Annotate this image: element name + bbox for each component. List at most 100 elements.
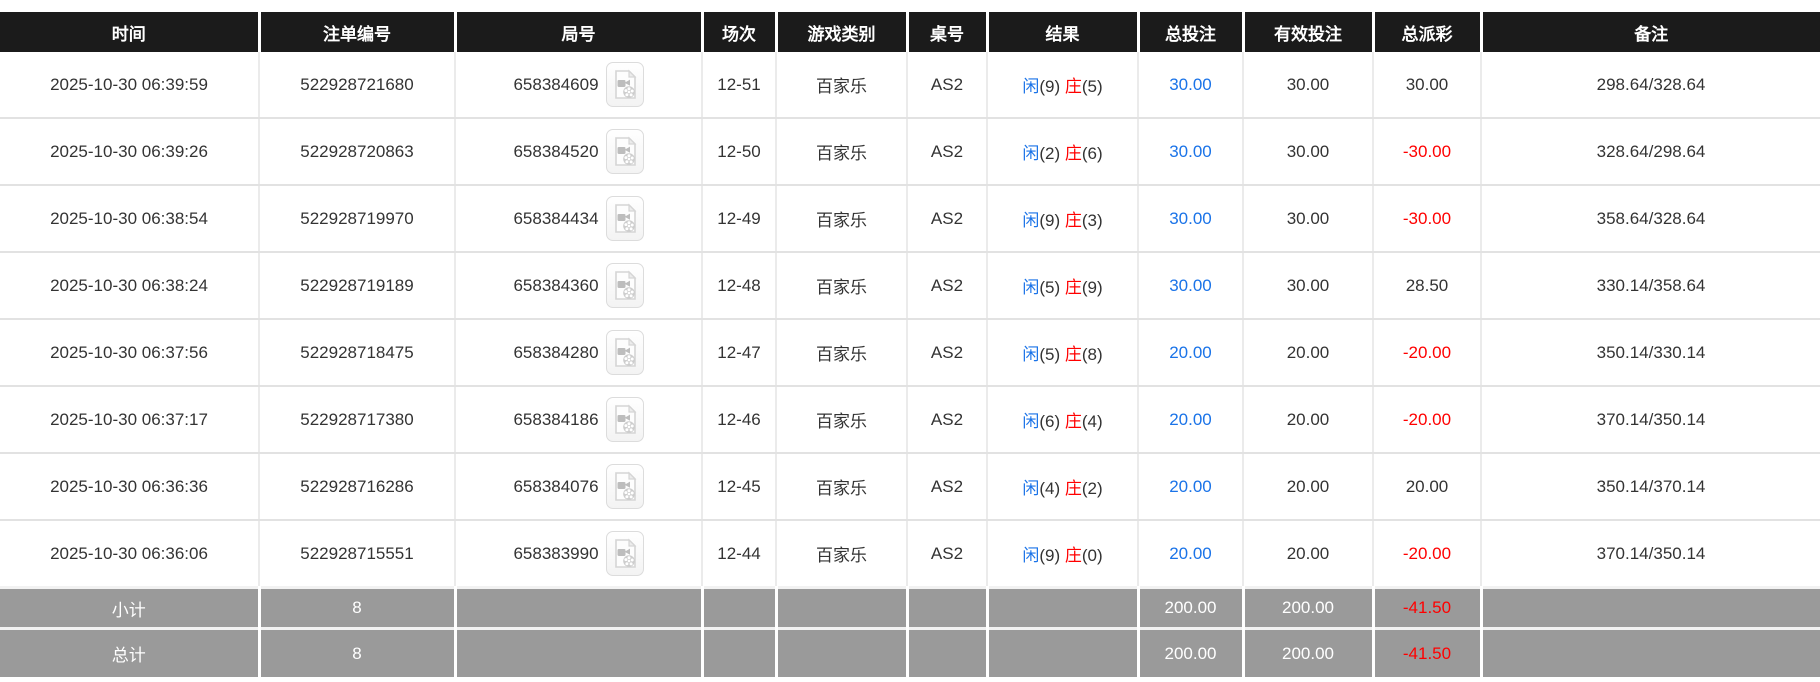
total-bet-link[interactable]: 20.00 — [1169, 543, 1212, 563]
total-row-total-bet: 200.00 — [1138, 627, 1245, 677]
cell-remark: 350.14/330.14 — [1481, 319, 1820, 387]
banker-label: 庄 — [1064, 77, 1082, 96]
col-header-remark: 备注 — [1481, 12, 1820, 52]
table-row: 2025-10-30 06:39:59 522928721680 658384609… — [0, 52, 1820, 119]
subtotal-row-count: 8 — [259, 586, 457, 629]
cell-session: 12-46 — [702, 386, 777, 454]
table-row: 2025-10-30 06:36:06 522928715551 658383990… — [0, 520, 1820, 589]
cell-bet-id: 522928715551 — [259, 520, 456, 589]
player-score: (9) — [1039, 77, 1065, 96]
col-header-valid-bet: 有效投注 — [1243, 12, 1375, 52]
round-id-group: 658383990 — [513, 531, 644, 576]
cell-table-no: AS2 — [907, 453, 988, 521]
cell-table-no: AS2 — [907, 319, 988, 387]
video-replay-button[interactable] — [605, 263, 644, 308]
total-row: 总计 8 200.00 200.00 -41.50 — [0, 627, 1820, 677]
cell-table-no: AS2 — [907, 118, 988, 186]
player-score: (5) — [1039, 278, 1065, 297]
video-replay-button[interactable] — [605, 464, 644, 509]
cell-round-id: 658384434 — [455, 185, 703, 253]
cell-round-id: 658384186 — [455, 386, 703, 454]
cell-total-bet: 30.00 — [1138, 52, 1244, 119]
subtotal-row-empty-cell — [455, 586, 704, 629]
round-id-group: 658384186 — [513, 397, 644, 442]
cell-result: 闲(9) 庄(5) — [987, 52, 1139, 119]
cell-total-bet: 30.00 — [1138, 185, 1244, 253]
cell-game-type: 百家乐 — [776, 319, 908, 387]
total-bet-link[interactable]: 20.00 — [1169, 476, 1212, 496]
video-replay-button[interactable] — [605, 129, 644, 174]
col-header-time: 时间 — [0, 12, 261, 52]
cell-remark: 370.14/350.14 — [1481, 520, 1820, 589]
cell-time: 2025-10-30 06:39:26 — [0, 118, 260, 186]
cell-session: 12-48 — [702, 252, 777, 320]
cell-valid-bet: 20.00 — [1243, 319, 1374, 387]
table-header-row: 时间 注单编号 局号 场次 游戏类别 桌号 结果 总投注 有效投注 总派彩 备注 — [0, 12, 1820, 52]
total-row-empty-cell — [455, 627, 704, 677]
total-bet-link[interactable]: 30.00 — [1169, 141, 1212, 161]
cell-time: 2025-10-30 06:36:06 — [0, 520, 260, 589]
player-label: 闲 — [1022, 345, 1040, 364]
cell-total-bet: 20.00 — [1138, 520, 1244, 589]
table-row: 2025-10-30 06:37:56 522928718475 658384280… — [0, 319, 1820, 387]
cell-session: 12-51 — [702, 52, 777, 119]
video-replay-button[interactable] — [605, 62, 644, 107]
cell-remark: 328.64/298.64 — [1481, 118, 1820, 186]
video-replay-button[interactable] — [605, 330, 644, 375]
banker-label: 庄 — [1064, 479, 1082, 498]
banker-score: (5) — [1081, 77, 1103, 96]
banker-label: 庄 — [1064, 546, 1082, 565]
cell-payout: 20.00 — [1373, 453, 1482, 521]
video-replay-button[interactable] — [605, 397, 644, 442]
player-score: (2) — [1039, 144, 1065, 163]
total-bet-link[interactable]: 20.00 — [1169, 342, 1212, 362]
total-row-valid-bet: 200.00 — [1243, 627, 1375, 677]
total-bet-link[interactable]: 20.00 — [1169, 409, 1212, 429]
cell-session: 12-44 — [702, 520, 777, 589]
total-bet-link[interactable]: 30.00 — [1169, 74, 1212, 94]
cell-bet-id: 522928719189 — [259, 252, 456, 320]
cell-remark: 350.14/370.14 — [1481, 453, 1820, 521]
cell-round-id: 658384360 — [455, 252, 703, 320]
total-bet-link[interactable]: 30.00 — [1169, 275, 1212, 295]
round-number-text: 658384076 — [513, 476, 599, 496]
cell-session: 12-47 — [702, 319, 777, 387]
col-header-table-no: 桌号 — [907, 12, 989, 52]
cell-payout: -30.00 — [1373, 185, 1482, 253]
cell-session: 12-50 — [702, 118, 777, 186]
cell-game-type: 百家乐 — [776, 386, 908, 454]
player-score: (9) — [1039, 546, 1065, 565]
banker-score: (6) — [1081, 144, 1103, 163]
cell-valid-bet: 30.00 — [1243, 185, 1374, 253]
total-row-empty-cell — [776, 627, 909, 677]
cell-bet-id: 522928719970 — [259, 185, 456, 253]
banker-score: (4) — [1081, 412, 1103, 431]
cell-payout: -20.00 — [1373, 386, 1482, 454]
cell-result: 闲(5) 庄(9) — [987, 252, 1139, 320]
banker-score: (3) — [1081, 211, 1103, 230]
video-replay-button[interactable] — [605, 196, 644, 241]
cell-round-id: 658384076 — [455, 453, 703, 521]
banker-score: (8) — [1081, 345, 1103, 364]
video-file-icon — [614, 538, 636, 568]
total-bet-link[interactable]: 30.00 — [1169, 208, 1212, 228]
video-replay-button[interactable] — [605, 531, 644, 576]
cell-round-id: 658384520 — [455, 118, 703, 186]
video-file-icon — [614, 471, 636, 501]
cell-time: 2025-10-30 06:39:59 — [0, 52, 260, 119]
total-row-remark-cell — [1481, 627, 1820, 677]
banker-label: 庄 — [1064, 144, 1082, 163]
cell-total-bet: 20.00 — [1138, 319, 1244, 387]
cell-round-id: 658384609 — [455, 52, 703, 119]
cell-table-no: AS2 — [907, 185, 988, 253]
round-number-text: 658384360 — [513, 275, 599, 295]
player-score: (6) — [1039, 412, 1065, 431]
round-number-text: 658384280 — [513, 342, 599, 362]
total-row-payout: -41.50 — [1373, 627, 1483, 677]
round-id-group: 658384609 — [513, 62, 644, 107]
cell-game-type: 百家乐 — [776, 185, 908, 253]
cell-valid-bet: 30.00 — [1243, 252, 1374, 320]
player-label: 闲 — [1022, 77, 1040, 96]
cell-total-bet: 30.00 — [1138, 118, 1244, 186]
